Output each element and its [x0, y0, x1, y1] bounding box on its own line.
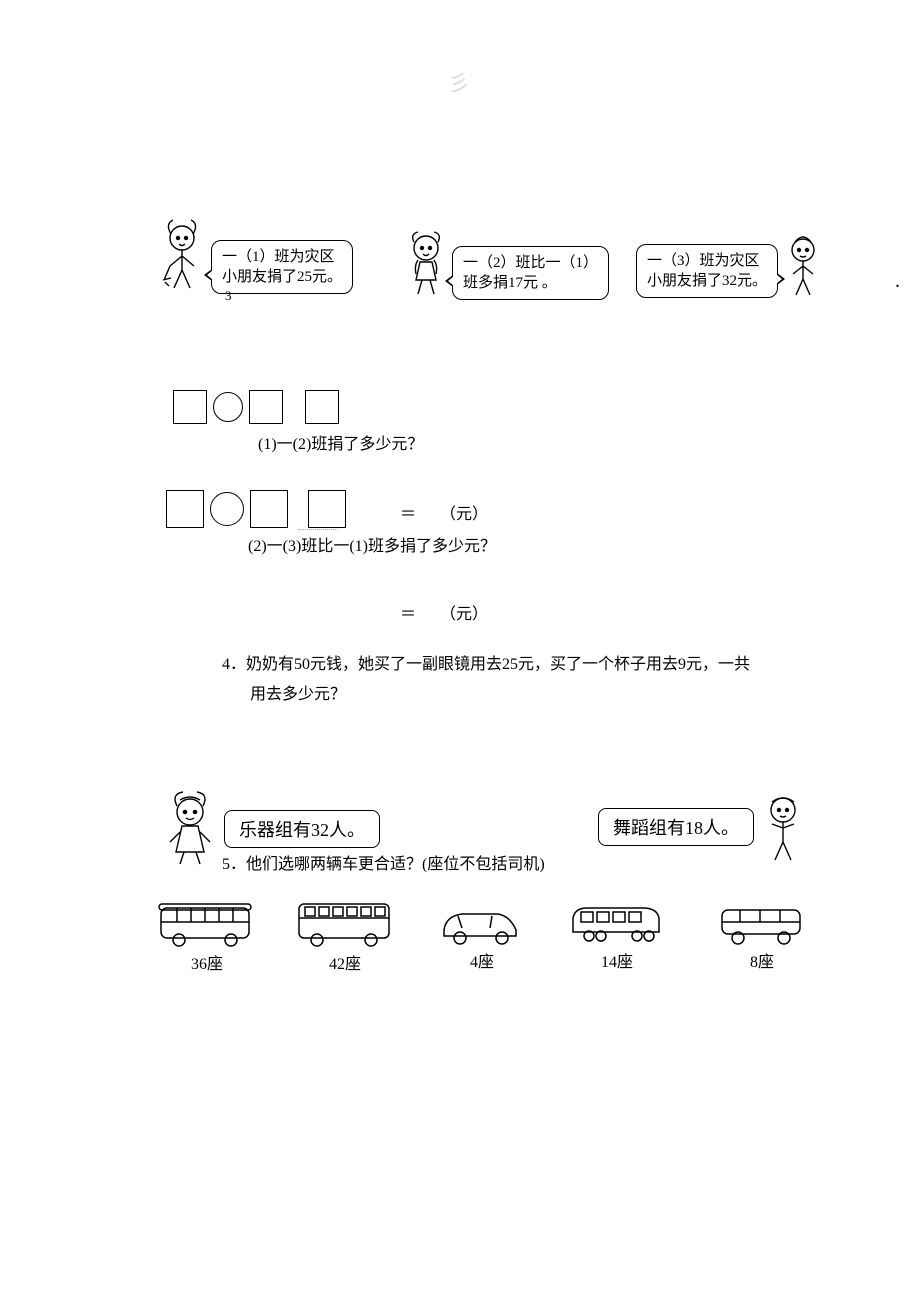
vehicle-2-label: 42座: [290, 950, 400, 974]
problem-5: 5．他们选哪两辆车更合适？(座位不包括司机): [222, 850, 545, 874]
bubble2-line1: 一（2）班比一（1）: [463, 255, 598, 271]
child-icon: [400, 228, 452, 300]
equation-row-2: [166, 490, 346, 528]
child-icon: [780, 226, 826, 298]
faint-underline: [298, 526, 338, 530]
problem-5-text: 他们选哪两辆车更合适？(座位不包括司机): [246, 856, 545, 873]
vehicle-1-label: 36座: [152, 950, 262, 974]
blank-circle[interactable]: [213, 392, 243, 422]
vehicle-1: 36座: [152, 900, 262, 974]
bubble3-line1: 一（3）班为灾区: [647, 253, 760, 269]
minibus-icon: [567, 900, 667, 948]
bubble1-line2: 小朋友捐了25元。: [222, 269, 342, 285]
problem-4-line2: 用去多少元？: [250, 686, 346, 703]
vehicle-3: 4座: [432, 902, 532, 972]
child-icon: [157, 216, 211, 294]
bubble-group-2: 一（2）班比一（1） 班多捐17元 。: [400, 228, 609, 300]
vehicle-5-label: 8座: [712, 948, 812, 972]
bubble2-line2: 班多捐17元 。: [463, 275, 557, 291]
blank-box[interactable]: [166, 490, 204, 528]
bus-icon: [295, 898, 395, 950]
vehicle-3-label: 4座: [432, 948, 532, 972]
worksheet-page: 彡 . 一（1）班为灾区 小朋友捐了25元。 3: [0, 0, 920, 1301]
blank-box[interactable]: [249, 390, 283, 424]
equation-row-1: [173, 390, 339, 424]
bubble1-line1: 一（1）班为灾区: [222, 249, 335, 265]
question-1-text: (1)一(2)班捐了多少元？: [258, 430, 423, 454]
vehicle-4: 14座: [562, 900, 672, 972]
problem-4-line1: 奶奶有50元钱，她买了一副眼镜用去25元，买了一个杯子用去9元，一共: [246, 656, 750, 673]
problem-4: 4．奶奶有50元钱，她买了一副眼镜用去25元，买了一个杯子用去9元，一共 用去多…: [222, 650, 862, 711]
eq2-tail: ＝ （元）: [400, 600, 488, 624]
girl-icon: [162, 790, 218, 868]
vehicle-2: 42座: [290, 898, 400, 974]
bubble-group-1: 一（1）班为灾区 小朋友捐了25元。 3: [157, 216, 353, 294]
speech-bubble-2: 一（2）班比一（1） 班多捐17元 。: [452, 246, 609, 301]
vehicle-4-label: 14座: [562, 948, 672, 972]
blank-box[interactable]: [308, 490, 346, 528]
speech-bubble-1: 一（1）班为灾区 小朋友捐了25元。: [211, 240, 353, 295]
bus-icon: [157, 900, 257, 950]
speech-bubble-3: 一（3）班为灾区 小朋友捐了32元。: [636, 244, 778, 299]
vehicle-5: 8座: [712, 902, 812, 972]
blank-box[interactable]: [250, 490, 288, 528]
question-2-text: (2)一(3)班比一(1)班多捐了多少元？: [248, 532, 496, 556]
boy-icon: [758, 790, 808, 864]
eq1-tail: ＝ （元）: [400, 500, 488, 524]
deco-mark: 彡: [448, 66, 470, 98]
group-2: 舞蹈组有18人。: [598, 790, 808, 864]
blank-circle[interactable]: [210, 492, 244, 526]
group-1-label: 乐器组有32人。: [224, 810, 380, 848]
problem-5-num: 5．: [222, 856, 246, 873]
bubble-group-3: 一（3）班为灾区 小朋友捐了32元。: [636, 226, 826, 298]
blank-box[interactable]: [305, 390, 339, 424]
stray-dot: .: [895, 270, 900, 293]
car-icon: [436, 902, 528, 948]
bubble3-line2: 小朋友捐了32元。: [647, 273, 767, 289]
bubble1-tiny-num: 3: [225, 288, 232, 304]
blank-box[interactable]: [173, 390, 207, 424]
group-2-label: 舞蹈组有18人。: [598, 808, 754, 846]
van-icon: [716, 902, 808, 948]
problem-4-num: 4．: [222, 656, 246, 673]
